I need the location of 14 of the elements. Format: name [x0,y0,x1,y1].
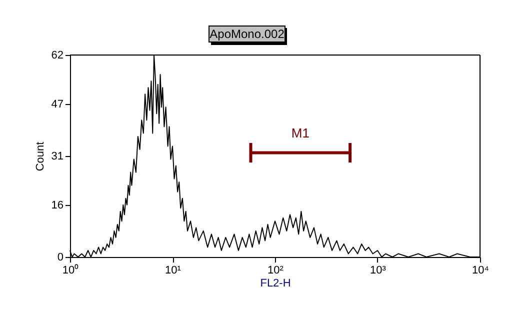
y-axis-title: Count [34,142,46,172]
y-tick-label: 62 [51,50,64,62]
x-axis-title: FL2-H [260,278,291,290]
y-tick-label: 0 [57,252,64,264]
y-tick-label: 31 [51,150,64,162]
chart-title: ApoMono.002 [210,27,285,41]
y-tick-label: 16 [51,199,64,212]
y-tick-label: 47 [51,98,64,110]
x-tick-label: 10⁴ [472,264,490,276]
series-label: M1 [291,126,310,141]
x-tick-label: 10⁰ [62,264,79,276]
x-tick-label: 10³ [370,264,386,276]
x-tick-label: 10¹ [165,264,182,276]
x-tick-label: 10² [268,264,284,276]
